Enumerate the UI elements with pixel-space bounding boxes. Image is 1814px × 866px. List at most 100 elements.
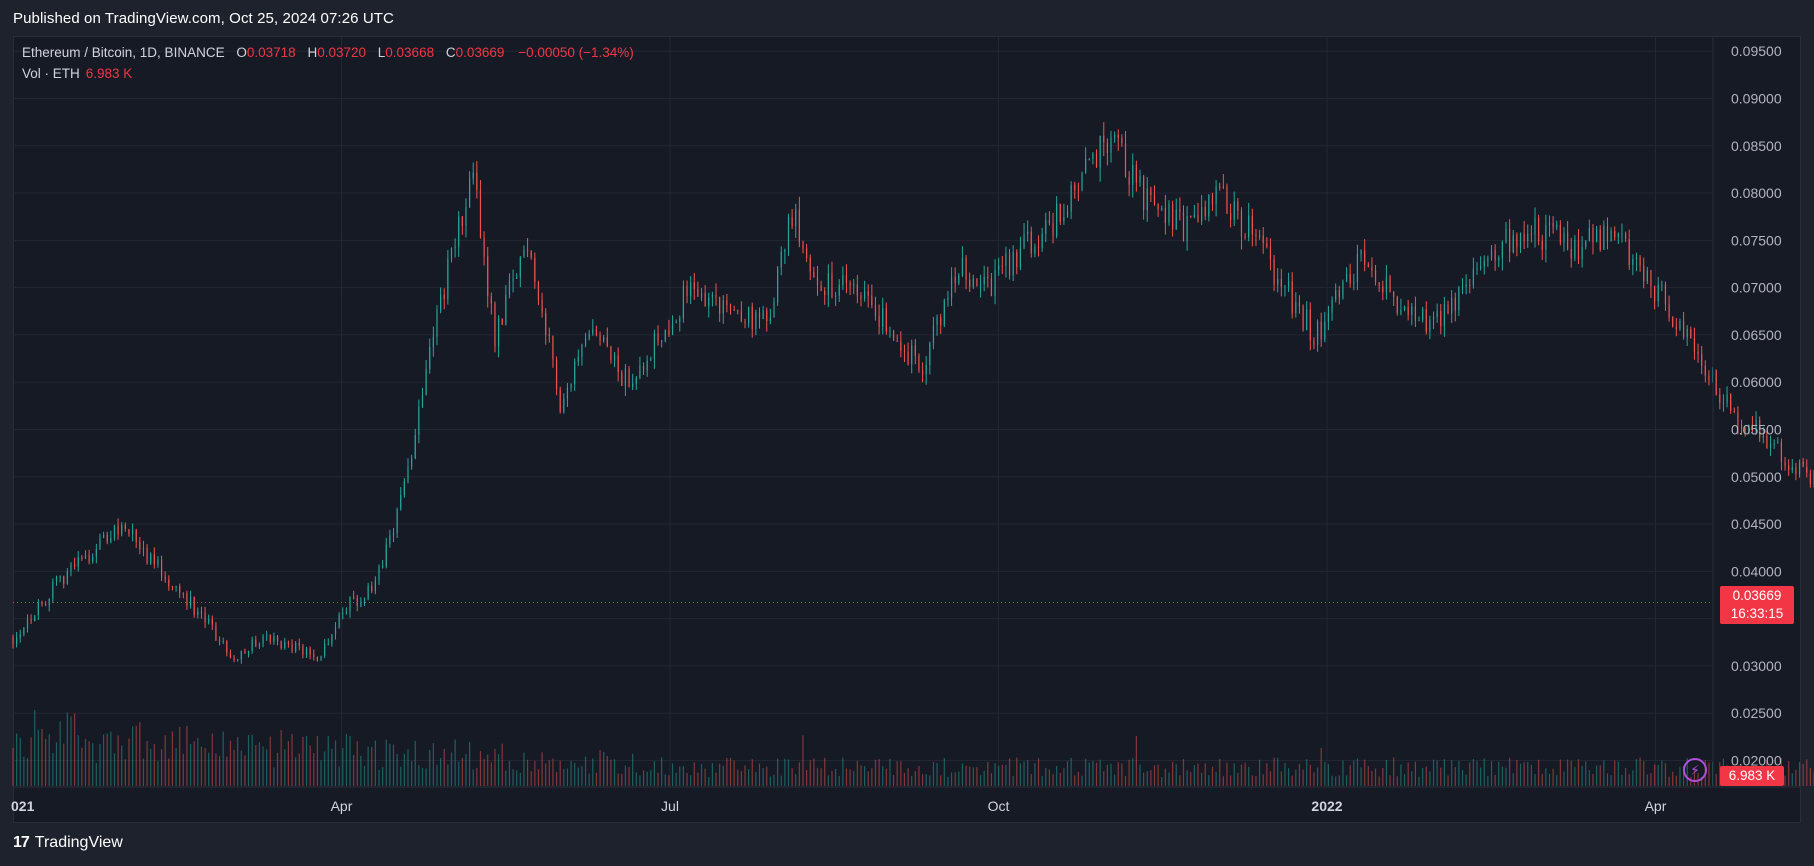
volume-bar: [1201, 772, 1203, 786]
candle-body: [168, 579, 170, 587]
volume-bar: [1447, 775, 1449, 786]
volume-bar: [1063, 768, 1065, 786]
tradingview-logo[interactable]: 17 TradingView: [13, 834, 123, 852]
volume-bar: [186, 725, 188, 786]
candle-body: [472, 172, 474, 179]
volume-bar: [1012, 776, 1014, 786]
candle-body: [806, 248, 808, 258]
lightning-icon[interactable]: ⚡: [1683, 758, 1707, 782]
candle-body: [863, 291, 866, 300]
volume-bar: [45, 738, 47, 786]
candle-body: [1201, 207, 1203, 222]
volume-bar: [1070, 757, 1072, 786]
candle-body: [1501, 242, 1503, 259]
volume-legend[interactable]: Vol · ETH 6.983 K: [22, 66, 132, 81]
candle-body: [1422, 309, 1424, 321]
volume-bar: [606, 755, 608, 786]
volume-bar: [1066, 761, 1069, 786]
volume-bar: [1106, 764, 1108, 786]
volume-bar: [1708, 762, 1710, 786]
candle-body: [1298, 301, 1301, 307]
candle-body: [1240, 210, 1243, 237]
volume-bar: [1393, 757, 1395, 786]
volume-bar: [106, 733, 108, 786]
volume-bar: [110, 731, 112, 786]
volume-bar: [1440, 767, 1442, 786]
volume-bar: [925, 774, 927, 786]
volume-bar: [671, 763, 674, 786]
candle-body: [860, 295, 862, 300]
volume-bar: [1034, 763, 1036, 786]
candle-body: [1030, 231, 1032, 254]
volume-bar: [566, 768, 569, 786]
volume-bar: [1458, 760, 1460, 786]
volume-bar: [1367, 766, 1369, 786]
candle-body: [711, 294, 713, 298]
candle-body: [1248, 215, 1250, 238]
candle-body: [1371, 266, 1373, 271]
close-label: C: [445, 45, 456, 60]
y-tick-label: 0.08000: [1731, 185, 1782, 201]
candle-body: [889, 330, 891, 332]
volume-bar: [874, 759, 877, 786]
volume-bar: [81, 747, 83, 786]
volume-bar: [1701, 776, 1703, 786]
volume-bar: [494, 748, 496, 786]
volume-bar: [1331, 775, 1333, 786]
symbol-name[interactable]: Ethereum / Bitcoin, 1D, BINANCE: [22, 45, 225, 60]
candle-body: [121, 524, 123, 535]
volume-bar: [1603, 760, 1605, 786]
candle-body: [787, 216, 790, 251]
volume-bar: [1244, 762, 1246, 786]
volume-bar: [700, 763, 703, 786]
volume-bar: [1273, 757, 1275, 786]
volume-bar: [719, 763, 721, 786]
volume-bar: [171, 731, 174, 786]
volume-bar: [458, 761, 460, 786]
candle-body: [229, 652, 232, 658]
volume-bar: [1559, 759, 1561, 786]
candle-body: [780, 251, 782, 268]
candle-body: [1469, 284, 1471, 286]
volume-bar: [845, 768, 848, 786]
volume-bar: [639, 775, 641, 786]
candle-body: [1595, 229, 1598, 243]
volume-bar: [1512, 773, 1514, 786]
candle-body: [88, 554, 90, 562]
candle-body: [1806, 466, 1808, 473]
volume-bar: [835, 768, 837, 786]
volume-bar: [360, 755, 362, 786]
volume-bar: [371, 747, 373, 786]
volume-bar: [1153, 765, 1156, 786]
volume-bar: [1802, 764, 1804, 786]
volume-bar: [175, 748, 177, 786]
open-label: O: [236, 45, 247, 60]
candle-body: [77, 557, 79, 567]
candle-body: [1251, 215, 1253, 235]
volume-bar: [121, 745, 123, 786]
volume-bar: [650, 770, 652, 786]
candle-body: [545, 312, 547, 335]
candle-body: [849, 282, 851, 286]
candle-body: [1621, 233, 1623, 235]
candle-body: [1211, 194, 1214, 205]
volume-bar: [1255, 776, 1257, 786]
candle-body: [465, 206, 467, 227]
candle-body: [501, 318, 503, 325]
candle-body: [566, 387, 569, 399]
candle-body: [1556, 224, 1558, 228]
volume-bar: [715, 772, 717, 786]
candle-body: [1458, 287, 1460, 311]
candle-body: [943, 300, 945, 326]
volume-label[interactable]: Vol · ETH: [22, 66, 80, 81]
candle-body: [1048, 220, 1051, 223]
candle-body: [52, 581, 54, 599]
symbol-legend[interactable]: Ethereum / Bitcoin, 1D, BINANCE O0.03718…: [22, 45, 634, 60]
volume-bar: [918, 765, 920, 786]
candle-body: [1222, 186, 1224, 188]
volume-bar: [1371, 770, 1373, 786]
y-tick-label: 0.05000: [1731, 469, 1782, 485]
volume-bar: [1117, 762, 1119, 786]
candle-body: [1563, 232, 1565, 243]
